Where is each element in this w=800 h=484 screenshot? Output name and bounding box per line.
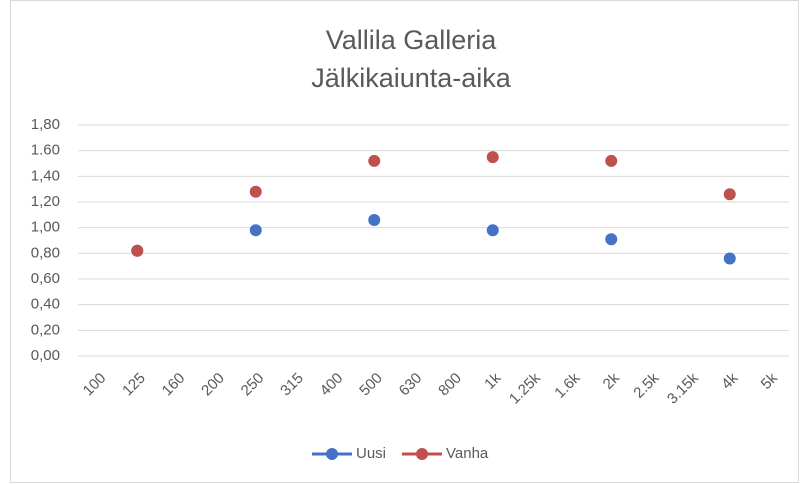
marker [368, 154, 381, 167]
legend-label: Uusi [356, 445, 386, 462]
legend-marker [326, 448, 338, 460]
y-tick-label: 0,00 [31, 347, 60, 364]
marker [249, 185, 262, 198]
marker [723, 252, 736, 265]
marker [605, 154, 618, 167]
legend-label: Vanha [446, 445, 489, 462]
y-tick-label: 0,80 [31, 244, 60, 261]
y-tick-label: 1,00 [31, 219, 60, 236]
marker [723, 188, 736, 201]
legend-marker [416, 448, 429, 460]
marker [131, 244, 144, 257]
y-tick-label: 1,80 [31, 116, 60, 133]
y-tick-label: 1,40 [31, 167, 60, 184]
chart-frame [10, 0, 799, 483]
marker [368, 213, 381, 226]
chart-title: Vallila Galleria [326, 25, 498, 55]
marker [605, 233, 618, 246]
y-tick-label: 1.60 [31, 142, 60, 159]
marker [486, 151, 499, 164]
marker [486, 224, 499, 237]
y-tick-label: 0,40 [31, 296, 60, 313]
y-tick-label: 0,20 [31, 321, 60, 338]
chart-subtitle: Jälkikaiunta-aika [311, 63, 512, 93]
y-tick-label: 0,60 [31, 270, 60, 287]
y-tick-label: 1,20 [31, 193, 60, 210]
marker [249, 224, 262, 237]
